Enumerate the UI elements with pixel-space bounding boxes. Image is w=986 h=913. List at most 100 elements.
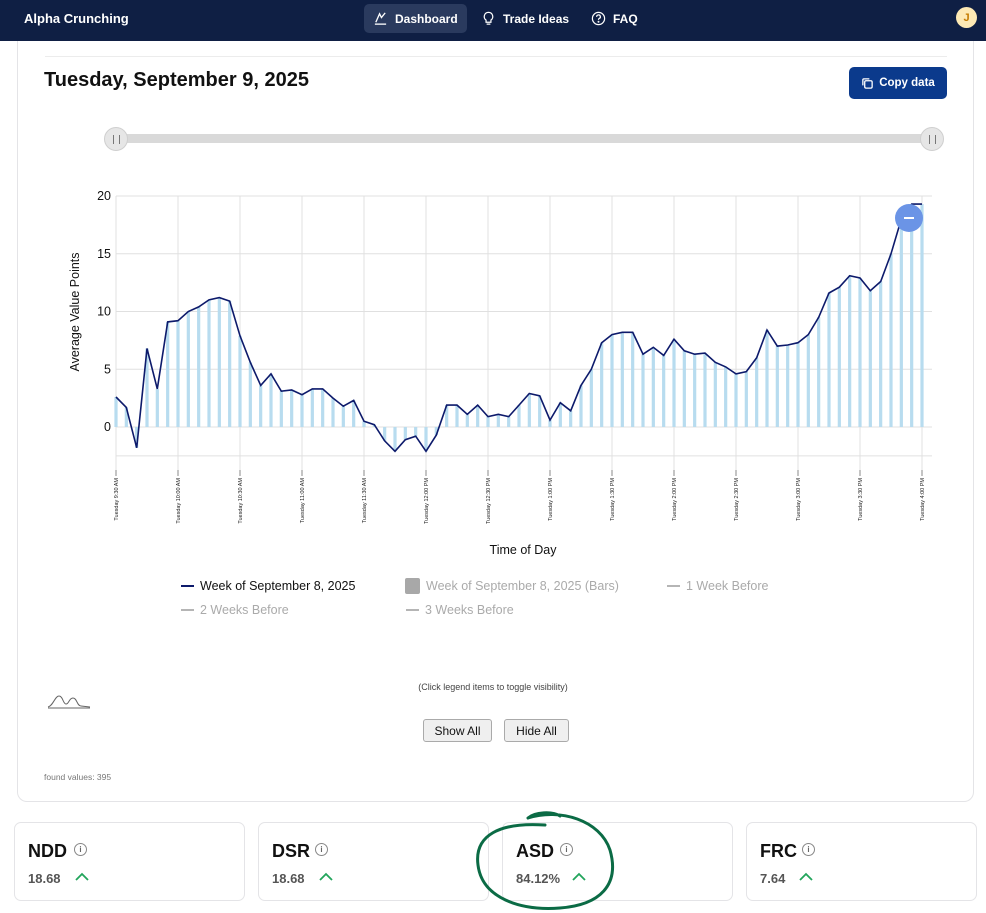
chart-bar xyxy=(662,355,666,427)
legend-line-swatch xyxy=(181,609,194,611)
x-tick-label: Tuesday 3:00 PM xyxy=(796,478,802,521)
chart-bar xyxy=(445,405,449,427)
trend-up-icon xyxy=(799,872,813,881)
nav-dashboard[interactable]: Dashboard xyxy=(364,4,467,33)
nav-trade-ideas[interactable]: Trade Ideas xyxy=(472,4,578,33)
chart-bar xyxy=(703,353,707,427)
copy-data-label: Copy data xyxy=(879,77,935,89)
chart-bar xyxy=(331,398,335,427)
chart-bar xyxy=(310,388,314,427)
trend-up-icon xyxy=(319,872,333,881)
brand-name[interactable]: Alpha Crunching xyxy=(24,11,129,26)
chart-bar xyxy=(558,402,562,427)
chart-bar xyxy=(269,373,273,427)
page-title: Tuesday, September 9, 2025 xyxy=(44,69,309,91)
info-icon[interactable]: i xyxy=(74,843,87,856)
hide-all-button[interactable]: Hide All xyxy=(504,719,569,742)
found-values-count: found values: 395 xyxy=(44,772,112,782)
chart-bar xyxy=(496,414,500,427)
legend-item-3-weeks-before[interactable]: 3 Weeks Before xyxy=(406,603,514,617)
chart-bar xyxy=(579,385,583,427)
info-icon[interactable]: i xyxy=(315,843,328,856)
metric-label: NDD xyxy=(28,841,67,861)
chart-bar xyxy=(507,416,511,427)
x-tick-label: Tuesday 1:30 PM xyxy=(610,478,616,521)
copy-data-button[interactable]: Copy data xyxy=(849,67,947,99)
legend-item-week-sep-8[interactable]: Week of September 8, 2025 xyxy=(181,579,355,593)
y-tick-label: 20 xyxy=(97,189,111,203)
chart-bar xyxy=(848,275,852,427)
range-slider-end-handle[interactable] xyxy=(920,127,944,151)
user-avatar[interactable]: J xyxy=(956,7,977,28)
copy-icon xyxy=(862,77,873,89)
chart-bar xyxy=(176,320,180,427)
chart-bar xyxy=(207,299,211,427)
waveform-icon xyxy=(47,695,91,709)
legend-hint: (Click legend items to toggle visibility… xyxy=(418,682,568,692)
metric-card-asd[interactable]: ASD i 84.12% xyxy=(502,822,733,901)
chart-bar xyxy=(796,342,800,427)
chart-bar xyxy=(228,301,232,427)
y-axis-label: Average Value Points xyxy=(68,252,82,371)
trend-up-icon xyxy=(572,872,586,881)
chart-bar xyxy=(786,344,790,427)
info-icon[interactable]: i xyxy=(560,843,573,856)
metric-label: ASD xyxy=(516,841,555,861)
help-circle-icon xyxy=(591,11,606,26)
metric-label: DSR xyxy=(272,841,311,861)
chart-bars xyxy=(114,204,924,452)
chart-bar xyxy=(765,329,769,427)
chart-bar xyxy=(259,385,263,427)
zoom-out-button[interactable] xyxy=(895,204,923,232)
metric-card-frc[interactable]: FRC i 7.64 xyxy=(746,822,977,901)
legend-item-1-week-before[interactable]: 1 Week Before xyxy=(667,579,768,593)
chart-bar xyxy=(341,406,345,427)
chart-bar xyxy=(527,393,531,427)
x-axis-label: Time of Day xyxy=(490,543,558,557)
chart-bar xyxy=(734,373,738,427)
chart-bar xyxy=(145,348,149,427)
x-tick-label: Tuesday 12:00 PM xyxy=(424,478,430,524)
chart-bar xyxy=(197,306,201,427)
x-tick-label: Tuesday 9:30 AM xyxy=(114,478,120,521)
chart-bar xyxy=(651,347,655,427)
chart-bar xyxy=(166,321,170,427)
range-slider-start-handle[interactable] xyxy=(104,127,128,151)
nav-trade-ideas-label: Trade Ideas xyxy=(503,11,570,26)
x-tick-label: Tuesday 11:30 AM xyxy=(362,478,368,524)
legend-item-2-weeks-before[interactable]: 2 Weeks Before xyxy=(181,603,289,617)
legend-line-swatch xyxy=(406,609,419,611)
nav-faq[interactable]: FAQ xyxy=(582,4,647,33)
y-tick-label: 10 xyxy=(97,305,111,319)
x-axis-ticks: Tuesday 9:30 AM Tuesday 10:00 AM Tuesday 1… xyxy=(114,478,926,524)
chart-bar xyxy=(589,369,593,427)
chart-bar xyxy=(476,405,480,427)
chart-bar xyxy=(248,362,252,427)
chart-bar xyxy=(755,357,759,427)
info-icon[interactable]: i xyxy=(802,843,815,856)
minus-icon xyxy=(904,217,914,219)
legend-box-swatch xyxy=(405,578,420,594)
metric-card-dsr[interactable]: DSR i 18.68 xyxy=(258,822,489,901)
x-tick-label: Tuesday 3:30 PM xyxy=(858,478,864,521)
show-all-button[interactable]: Show All xyxy=(423,719,492,742)
chart-bar xyxy=(569,410,573,427)
y-tick-label: 15 xyxy=(97,247,111,261)
range-slider-track[interactable] xyxy=(114,134,932,143)
chart-bar xyxy=(321,388,325,427)
series-line-week-of-sep-8 xyxy=(115,203,922,453)
x-tick-label: Tuesday 4:00 PM xyxy=(920,478,926,521)
chart-bar xyxy=(434,427,438,436)
chart-bar xyxy=(217,297,221,427)
metric-card-ndd[interactable]: NDD i 18.68 xyxy=(14,822,245,901)
chart-bar xyxy=(517,405,521,427)
chart-bar xyxy=(620,332,624,427)
chart-bar xyxy=(693,354,697,427)
chart-icon xyxy=(374,12,387,25)
chart-bar xyxy=(352,400,356,427)
chart-bar xyxy=(910,204,914,427)
chart-bar xyxy=(879,281,883,427)
chart-bar xyxy=(155,388,159,427)
legend-item-week-sep-8-bars[interactable]: Week of September 8, 2025 (Bars) xyxy=(405,578,619,594)
chart-bar xyxy=(682,350,686,427)
